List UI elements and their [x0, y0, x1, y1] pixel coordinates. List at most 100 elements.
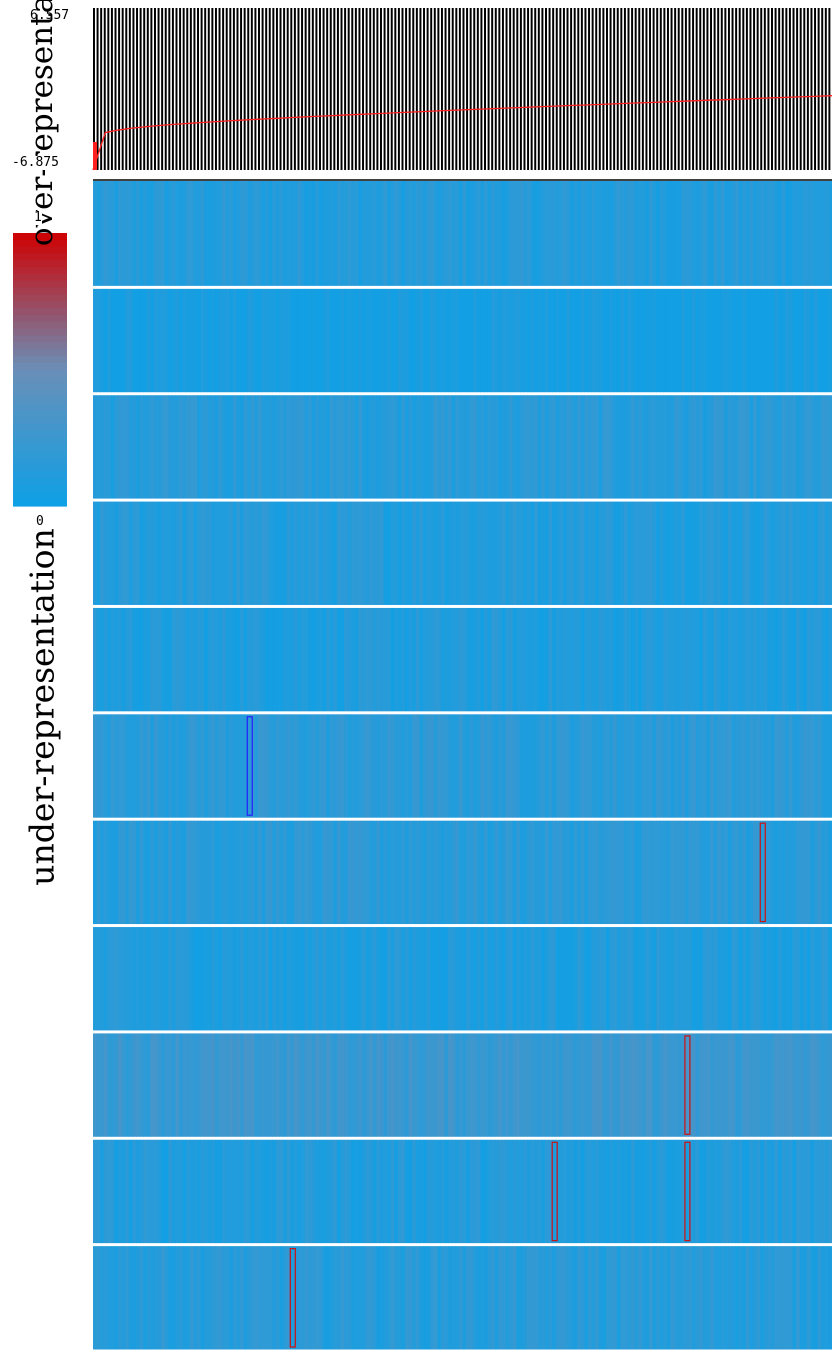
heatmap-cell	[258, 820, 263, 925]
bar	[218, 8, 221, 170]
heatmap-cell	[545, 607, 549, 712]
colorbar-segment	[13, 355, 67, 364]
heatmap-cell	[577, 927, 582, 1031]
heatmap-cell	[268, 1033, 273, 1137]
heatmap-cell	[204, 714, 209, 818]
heatmap-cell	[821, 1033, 826, 1137]
heatmap-cell	[620, 288, 625, 393]
heatmap-cell	[573, 820, 578, 925]
heatmap-cell	[412, 714, 417, 818]
heatmap-cell	[692, 1246, 697, 1350]
heatmap-cell	[627, 395, 632, 499]
heatmap-cell	[286, 607, 291, 712]
bar	[710, 8, 712, 170]
heatmap-cell	[501, 395, 506, 499]
bar	[821, 8, 824, 170]
heatmap-cell	[505, 1246, 510, 1350]
heatmap-cell	[595, 927, 600, 1031]
heatmap-cell	[376, 820, 381, 925]
heatmap-cell	[455, 288, 460, 393]
heatmap-cell	[125, 1246, 130, 1350]
heatmap-cell	[362, 927, 367, 1031]
heatmap-cell	[268, 501, 273, 605]
heatmap-cell	[692, 1139, 697, 1244]
heatmap-cell	[781, 181, 786, 286]
heatmap-cell	[519, 714, 524, 818]
bar	[211, 8, 214, 170]
heatmap-cell	[491, 1033, 496, 1137]
heatmap-cell	[186, 288, 191, 393]
heatmap-cell	[828, 1246, 832, 1350]
heatmap-cell	[606, 1139, 610, 1244]
colorbar-segment	[13, 430, 67, 439]
heatmap-cell	[530, 1246, 535, 1350]
heatmap-cell	[365, 1033, 370, 1137]
heatmap-cell	[193, 395, 198, 499]
heatmap-cell	[652, 1033, 657, 1137]
heatmap-cell	[214, 714, 219, 818]
heatmap-cell	[796, 927, 801, 1031]
heatmap-cell	[613, 607, 618, 712]
heatmap-cell	[455, 501, 460, 605]
heatmap-cell	[623, 501, 628, 605]
heatmap-cell	[114, 820, 119, 925]
heatmap-cell	[476, 820, 481, 925]
heatmap-cell	[462, 288, 467, 393]
bar	[519, 8, 522, 170]
heatmap-cell	[265, 1033, 270, 1137]
heatmap-cell	[756, 927, 761, 1031]
colorbar-segment	[13, 396, 67, 405]
heatmap-cell	[469, 1139, 474, 1244]
bar	[437, 8, 440, 170]
heatmap-cell	[247, 1139, 252, 1244]
bar	[354, 8, 357, 170]
bar	[440, 8, 443, 170]
heatmap-cell	[523, 1139, 528, 1244]
heatmap-cell	[150, 607, 155, 712]
heatmap-cell	[706, 181, 711, 286]
heatmap-cell	[272, 181, 277, 286]
heatmap-cell	[358, 1246, 363, 1350]
heatmap-cell	[222, 927, 227, 1031]
heatmap-cell	[720, 607, 725, 712]
heatmap-cell	[297, 181, 302, 286]
heatmap-cell	[656, 927, 661, 1031]
heatmap-cell	[760, 395, 765, 499]
heatmap-cell	[347, 820, 352, 925]
heatmap-cell	[376, 714, 381, 818]
heatmap-cell	[771, 1246, 775, 1350]
heatmap-cell	[491, 714, 496, 818]
heatmap-cell	[197, 1246, 202, 1350]
heatmap-cell	[774, 714, 779, 818]
heatmap-cell	[362, 1033, 367, 1137]
heatmap-cell	[322, 607, 327, 712]
heatmap-cell	[110, 820, 115, 925]
heatmap-cell	[329, 1246, 334, 1350]
heatmap-cell	[713, 1033, 718, 1137]
heatmap-cell	[265, 607, 270, 712]
bar	[659, 8, 662, 170]
heatmap-cell	[397, 501, 402, 605]
heatmap-cell	[745, 395, 750, 499]
heatmap-cell	[240, 181, 245, 286]
heatmap-cell	[136, 501, 141, 605]
heatmap-cell	[222, 288, 227, 393]
heatmap-cell	[562, 927, 567, 1031]
heatmap-cell	[588, 714, 593, 818]
heatmap-cell	[702, 820, 707, 925]
heatmap-cell	[157, 607, 162, 712]
heatmap-cell	[749, 1033, 754, 1137]
heatmap-cell	[742, 714, 747, 818]
heatmap-cell	[609, 714, 614, 818]
heatmap-cell	[153, 181, 158, 286]
bar	[692, 8, 695, 170]
heatmap-cell	[674, 820, 679, 925]
heatmap-cell	[828, 1139, 832, 1244]
heatmap-cell	[656, 1139, 661, 1244]
heatmap-cell	[656, 1033, 661, 1137]
heatmap-cell	[767, 714, 772, 818]
heatmap-cell	[405, 927, 410, 1031]
bar	[548, 8, 551, 170]
heatmap-cell	[627, 820, 632, 925]
